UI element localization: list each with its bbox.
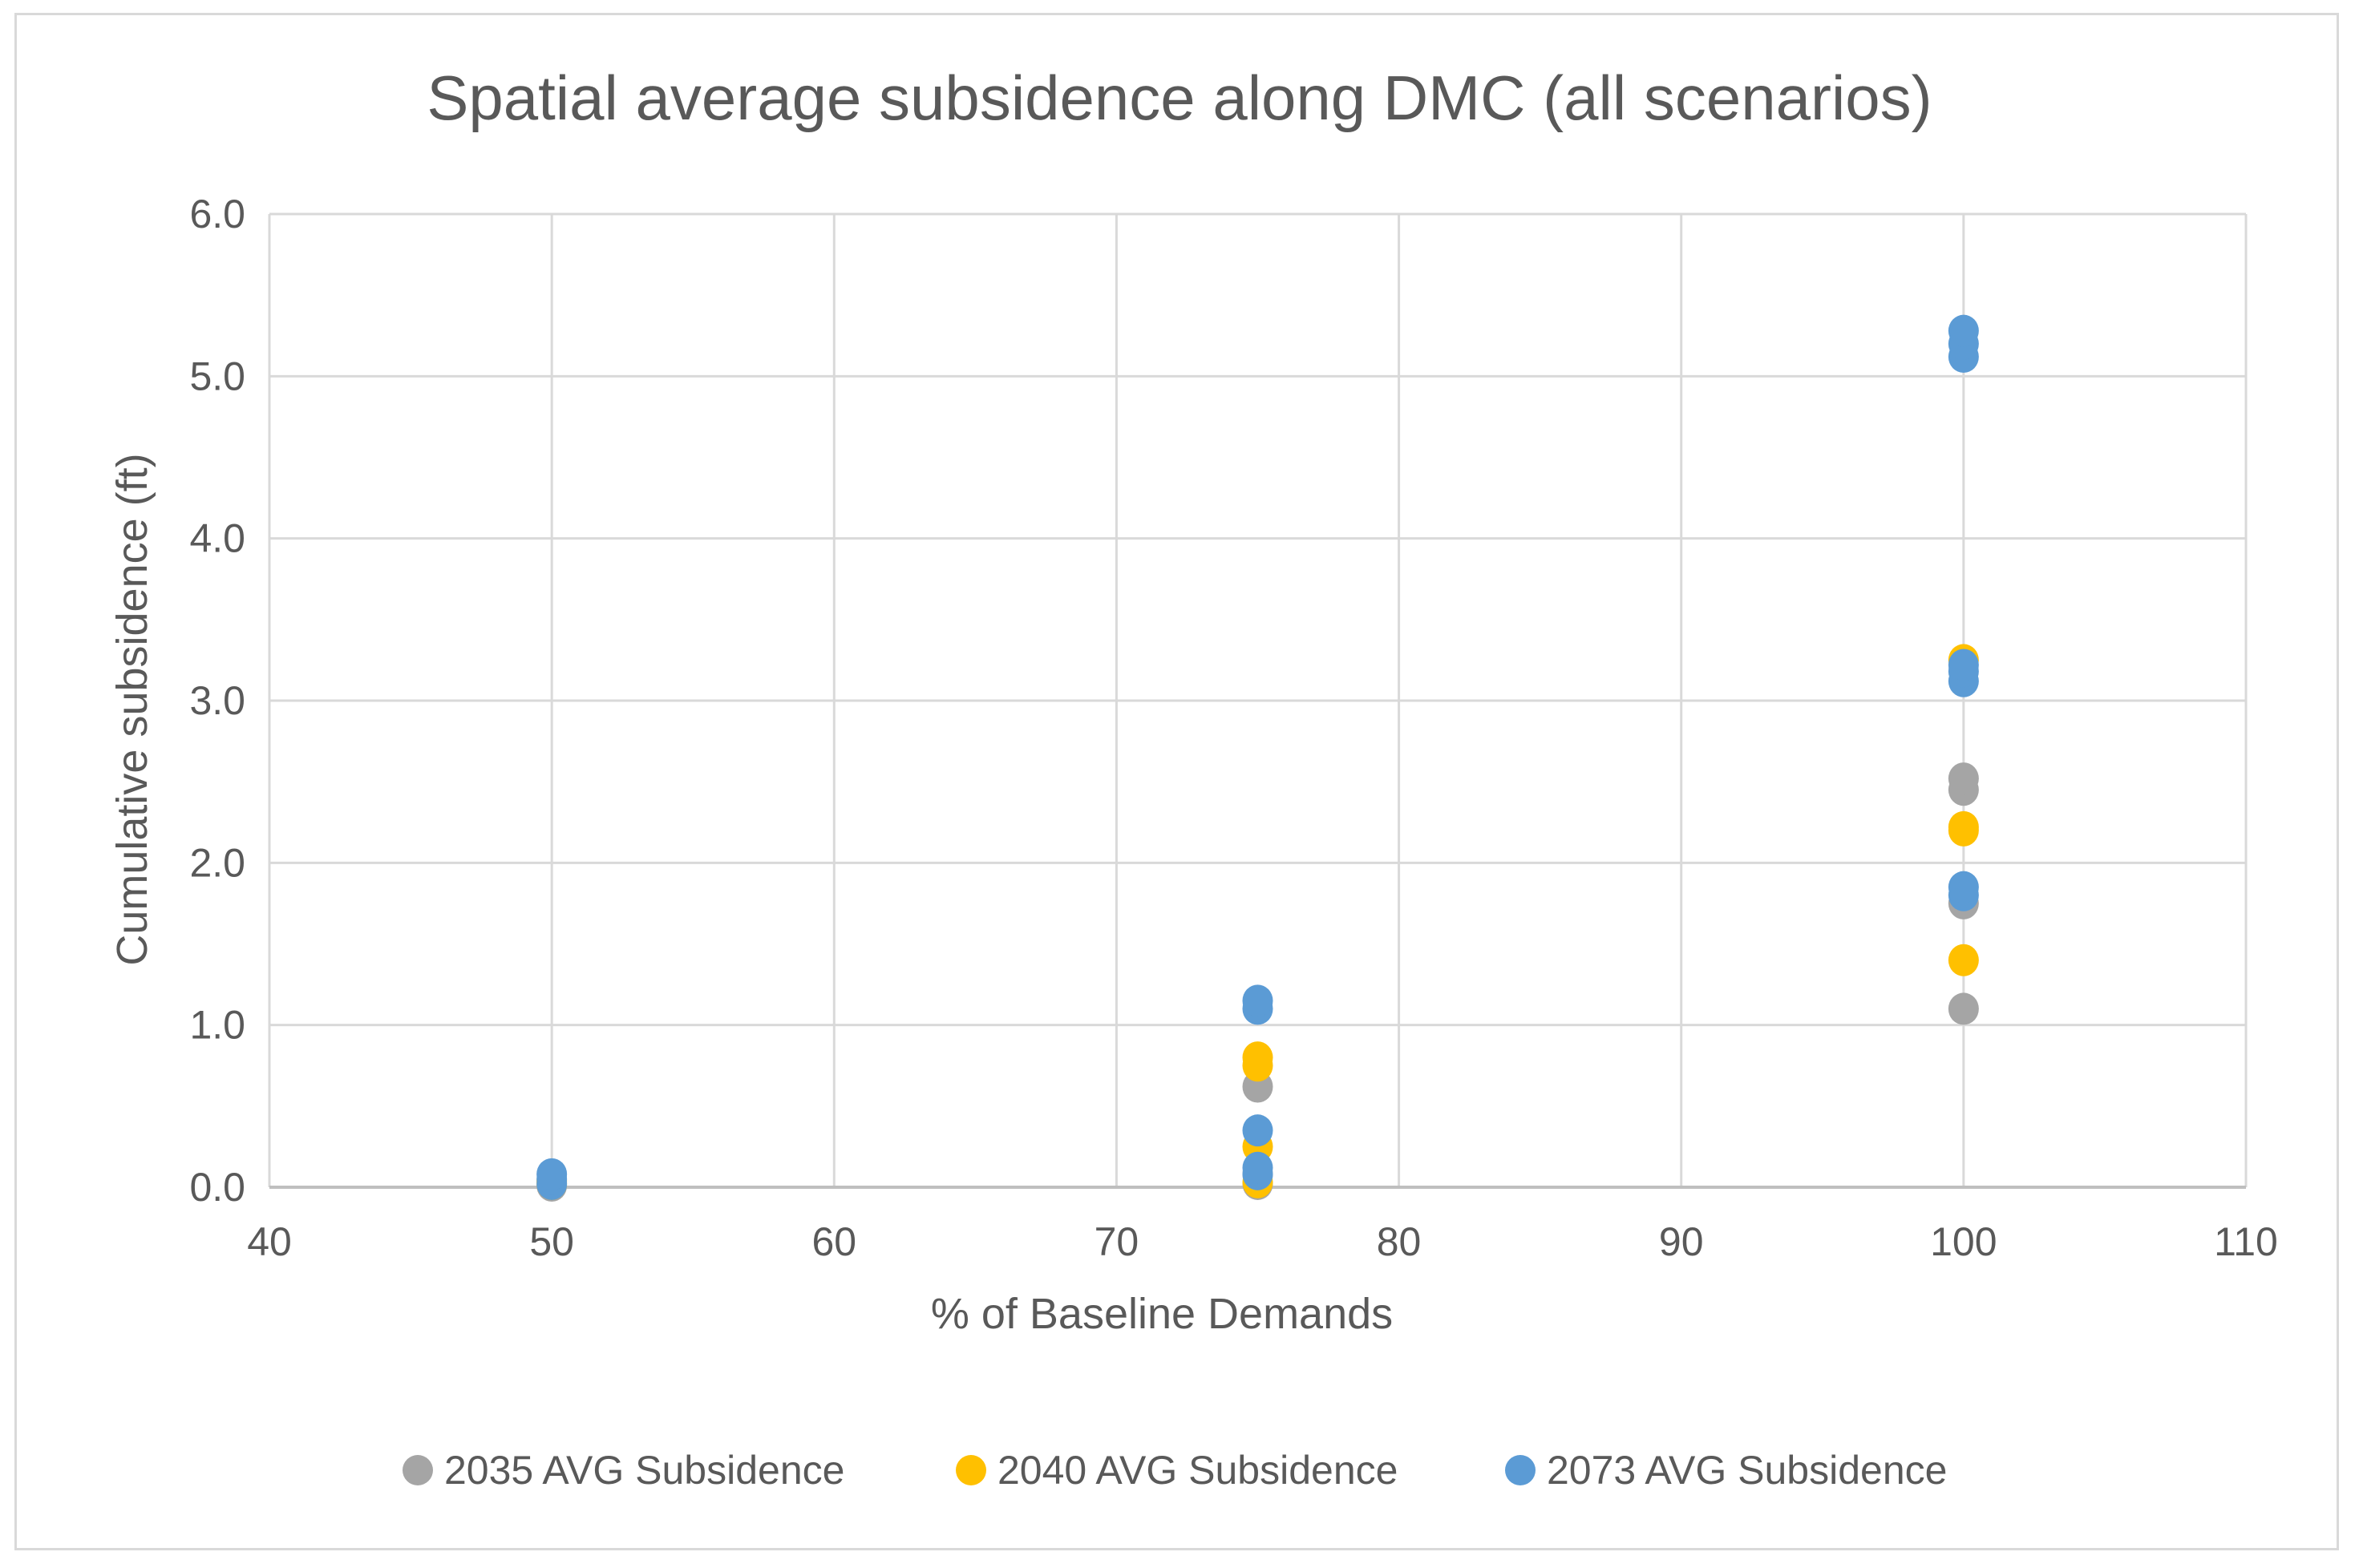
legend: 2035 AVG Subsidence 2040 AVG Subsidence 20… xyxy=(403,1448,1947,1493)
y-tick-label: 2.0 xyxy=(189,840,245,885)
x-tick-label: 80 xyxy=(1377,1219,1422,1264)
data-point xyxy=(1948,810,1979,843)
legend-label: 2040 AVG Subsidence xyxy=(997,1448,1398,1493)
y-tick-label: 5.0 xyxy=(189,354,245,398)
legend-label: 2035 AVG Subsidence xyxy=(444,1448,844,1493)
legend-label: 2073 AVG Subsidence xyxy=(1547,1448,1947,1493)
x-tick-label: 90 xyxy=(1659,1219,1704,1264)
data-point xyxy=(1948,649,1979,681)
data-point xyxy=(1242,1151,1273,1184)
y-tick-label: 6.0 xyxy=(189,192,245,236)
data-point xyxy=(1242,1041,1273,1074)
x-tick-label: 40 xyxy=(247,1219,292,1264)
data-point xyxy=(1948,944,1979,976)
data-point xyxy=(1948,762,1979,795)
data-point xyxy=(1948,314,1979,347)
legend-marker xyxy=(1505,1455,1536,1485)
y-tick-label: 0.0 xyxy=(189,1165,245,1210)
legend-marker xyxy=(956,1455,986,1485)
legend-item: 2035 AVG Subsidence xyxy=(403,1448,844,1493)
chart-title: Spatial average subsidence along DMC (al… xyxy=(427,63,1932,133)
data-point xyxy=(1242,984,1273,1017)
legend-item: 2040 AVG Subsidence xyxy=(956,1448,1398,1493)
x-tick-label: 60 xyxy=(811,1219,856,1264)
legend-item: 2073 AVG Subsidence xyxy=(1505,1448,1947,1493)
data-points xyxy=(536,314,1979,1202)
series-2073 xyxy=(536,314,1979,1200)
data-point xyxy=(1948,992,1979,1025)
legend-marker xyxy=(403,1455,433,1485)
x-tick-label: 50 xyxy=(529,1219,574,1264)
y-tick-label: 4.0 xyxy=(189,516,245,561)
y-tick-label: 3.0 xyxy=(189,678,245,723)
x-axis-title: % of Baseline Demands xyxy=(931,1290,1393,1338)
axis-ticks: 40 50 60 70 80 90 100 110 0.0 1.0 2.0 3.0 4.0 5.0 6.0 xyxy=(189,192,2277,1264)
data-point xyxy=(1948,871,1979,903)
y-axis-title: Cumulative subsidence (ft) xyxy=(108,453,156,965)
chart-frame: Spatial average subsidence along DMC (al… xyxy=(14,13,2339,1550)
x-tick-label: 70 xyxy=(1095,1219,1139,1264)
x-tick-label: 100 xyxy=(1930,1219,1997,1264)
scatter-chart: Spatial average subsidence along DMC (al… xyxy=(108,63,2278,1493)
data-point xyxy=(536,1158,568,1190)
y-tick-label: 1.0 xyxy=(189,1003,245,1048)
data-point xyxy=(1242,1114,1273,1147)
x-tick-label: 110 xyxy=(2214,1219,2278,1264)
